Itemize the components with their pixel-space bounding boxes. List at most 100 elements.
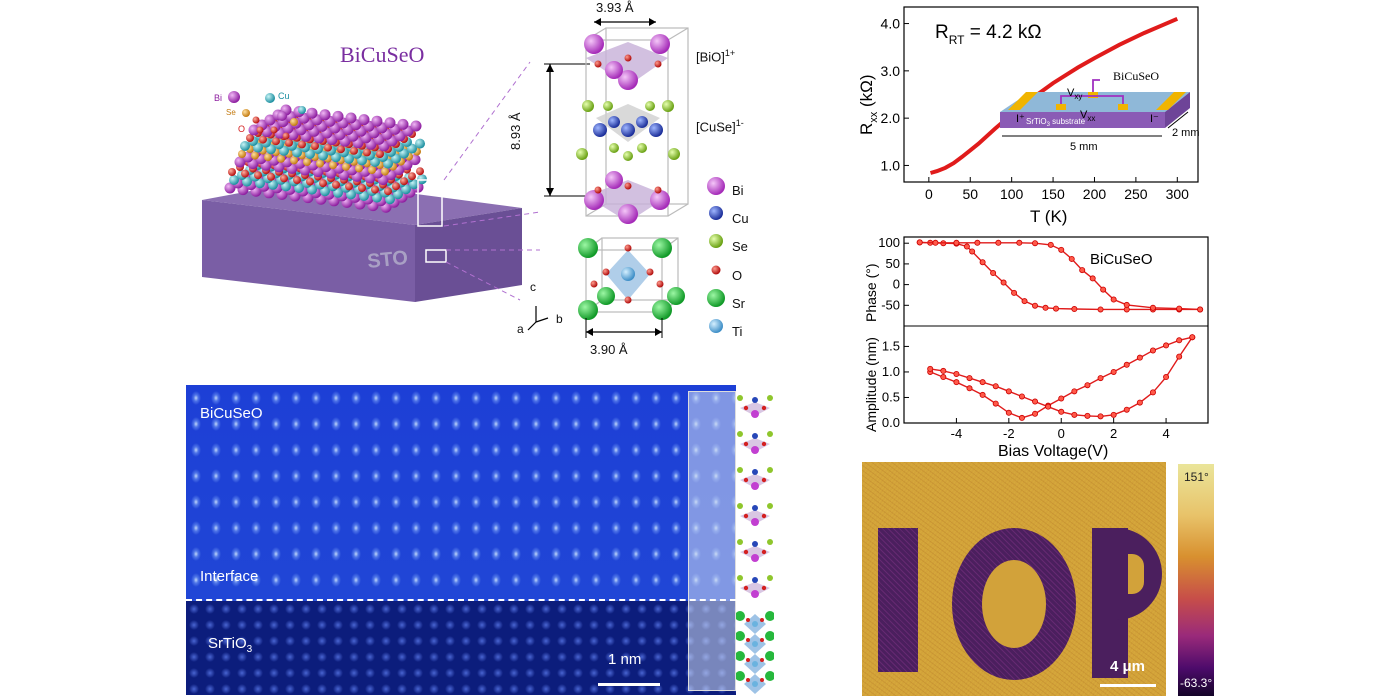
amplitude-point (1136, 354, 1143, 361)
colorbar (1178, 464, 1214, 696)
phase-point (953, 239, 960, 246)
amplitude-point (1045, 403, 1052, 410)
inset-iminus: I⁻ (1150, 113, 1159, 125)
rt-ytick-label: 3.0 (881, 63, 901, 79)
amplitude-point (979, 391, 986, 398)
panel-a-title: BiCuSeO (340, 42, 425, 67)
top-lattice-label: 3.93 Å (596, 0, 634, 15)
rt-xtick-label: 100 (1000, 186, 1024, 202)
amplitude-point (1071, 411, 1078, 418)
amplitude-point (1032, 410, 1039, 417)
amplitude-point (1110, 411, 1117, 418)
pfm-ylabel-phase: Phase (°) (863, 263, 879, 322)
element-legend: Bi Cu Se O Sr Ti (732, 177, 749, 346)
bottom-lattice-label: 3.90 Å (590, 342, 628, 357)
phase-point (1058, 246, 1065, 253)
pfm-xtick-label: -2 (1003, 426, 1015, 441)
rt-xtick-label: 150 (1041, 186, 1065, 202)
pfm-xtick-label: 4 (1162, 426, 1169, 441)
side-lattice-label: 8.93 Å (508, 112, 523, 150)
sto-slab-side (415, 208, 522, 302)
film-box (417, 179, 443, 227)
axis-a: a (517, 322, 524, 336)
colorbar-min: -63.3° (1180, 676, 1213, 690)
phase-point (1097, 306, 1104, 313)
rt-plot-frame (903, 6, 1199, 183)
stem-image: BiCuSeO Interface SrTiO3 1 nm (186, 385, 736, 695)
phase-point (1047, 241, 1054, 248)
letter-o (952, 528, 1076, 680)
phase-point (969, 248, 976, 255)
legend-bi-atom (228, 91, 240, 103)
pfm-amp-ytick-label: 1.0 (882, 364, 900, 379)
stem-substrate-region (186, 601, 736, 695)
rt-chart: 0 50 100 150 200 250 300 1.0 2.0 3.0 4.0 T (K) Rxx… (860, 6, 1200, 226)
rt-ytick-label: 4.0 (881, 16, 901, 32)
phase-point (963, 243, 970, 250)
pfm-chart: -4 -2 0 2 4 100 50 0 -50 0.0 0.5 1.0 1.5 BiCuSeO Bia… (863, 235, 1209, 460)
amplitude-point (992, 400, 999, 407)
inset-title: BiCuSeO (1113, 69, 1159, 83)
rt-ytick-label: 2.0 (881, 110, 901, 126)
element-sr: Sr (732, 295, 745, 311)
amplitude-point (1163, 342, 1170, 349)
element-cu: Cu (732, 211, 749, 227)
rt-xtick-label: 300 (1166, 186, 1190, 202)
amplitude-point (966, 385, 973, 392)
amplitude-point (1084, 412, 1091, 419)
pfm-xtick-label: 2 (1110, 426, 1117, 441)
sto-box (425, 249, 447, 263)
phase-point (1052, 305, 1059, 312)
pfm-phase-ytick-label: 0 (893, 277, 900, 292)
amplitude-point (953, 379, 960, 386)
phase-point (1197, 306, 1204, 313)
element-o: O (732, 267, 743, 283)
amplitude-point (1123, 406, 1130, 413)
amplitude-point (953, 370, 960, 377)
phase-point (1032, 302, 1039, 309)
pfm-amp-ytick-label: 0.0 (882, 415, 900, 430)
amplitude-point (992, 383, 999, 390)
pfm-phase-ytick-label: 50 (886, 256, 900, 271)
legend-cu: Cu (278, 91, 290, 101)
stem-label-bottom: SrTiO3 (208, 635, 253, 655)
rt-xtick-label: 250 (1124, 186, 1148, 202)
amplitude-point (940, 374, 947, 381)
phase-point (1110, 296, 1117, 303)
element-ti: Ti (732, 324, 743, 340)
amplitude-point (1149, 347, 1156, 354)
layer-bio-label: [BiO]1+ (696, 48, 736, 65)
amplitude-point (1163, 374, 1170, 381)
rt-ytick-label: 1.0 (881, 157, 901, 173)
phase-point (1016, 239, 1023, 246)
inset-depth: 2 mm (1172, 127, 1200, 139)
letter-p (1092, 528, 1162, 678)
layer-cuse-label: [CuSe]1- (696, 118, 744, 135)
phase-point (995, 239, 1002, 246)
stem-scalebar (598, 683, 660, 686)
phase-point (1089, 275, 1096, 282)
legend-se: Se (226, 108, 236, 117)
axis-c: c (530, 280, 536, 294)
map-scalebar (1100, 684, 1156, 687)
pfm-plot-frame (903, 236, 1209, 424)
legend-bi: Bi (214, 93, 222, 103)
pfm-xtick-label: -4 (951, 426, 963, 441)
legend-cu-atom (265, 93, 275, 103)
interface-line (186, 599, 736, 601)
pfm-phase-ytick-label: -50 (881, 297, 900, 312)
inset-width: 5 mm (1070, 141, 1098, 153)
phase-point (1068, 255, 1075, 262)
amplitude-point (1123, 361, 1130, 368)
device-inset (1000, 79, 1190, 137)
phase-point (1021, 298, 1028, 305)
pfm-phase-ytick-label: 100 (878, 235, 900, 250)
amplitude-point (1084, 382, 1091, 389)
element-bi: Bi (732, 183, 744, 198)
amplitude-point (966, 375, 973, 382)
stem-scalebar-label: 1 nm (608, 651, 642, 668)
amplitude-point (1136, 399, 1143, 406)
pfm-amp-ytick-label: 1.5 (882, 338, 900, 353)
amplitude-point (927, 365, 934, 372)
stem-overlay-strip (688, 391, 736, 691)
